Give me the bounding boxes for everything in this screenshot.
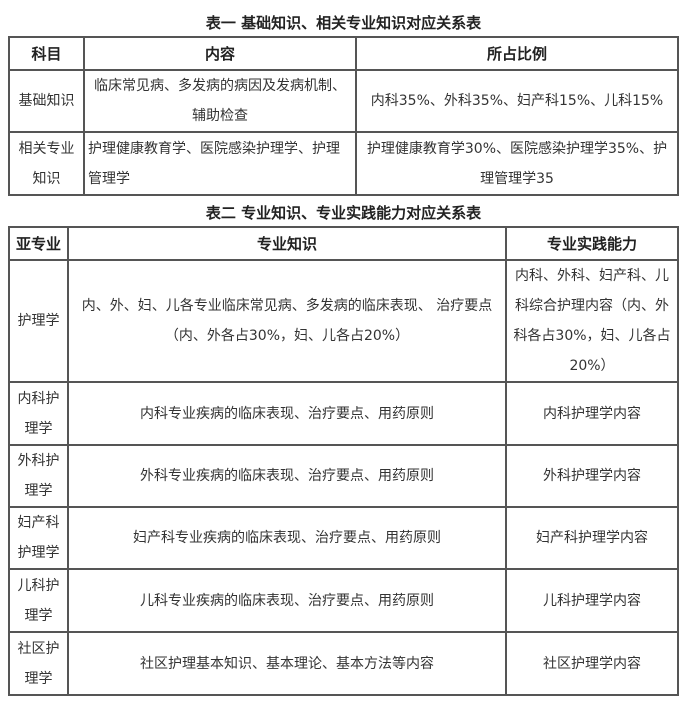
cell: 妇产科护理学: [8, 506, 69, 570]
cell: 社区护理学: [8, 631, 69, 696]
cell: 护理健康教育学、医院感染护理学、护理管理学: [83, 131, 357, 196]
table-row: 基础知识 临床常见病、多发病的病因及发病机制、辅助检查 内科35%、外科35%、…: [8, 69, 679, 133]
cell: 内、外、妇、儿各专业临床常见病、多发病的临床表现、 治疗要点（内、外各占30%，…: [67, 259, 507, 383]
cell: 基础知识: [8, 69, 85, 133]
cell: 外科护理学内容: [505, 444, 679, 508]
table-row: 内科护理学 内科专业疾病的临床表现、治疗要点、用药原则 内科护理学内容: [8, 381, 679, 446]
table1: 科目 内容 所占比例 基础知识 临床常见病、多发病的病因及发病机制、辅助检查 内…: [8, 36, 679, 196]
table-row: 儿科护理学 儿科专业疾病的临床表现、治疗要点、用药原则 儿科护理学内容: [8, 568, 679, 633]
header-knowledge: 专业知识: [67, 226, 507, 261]
header-subspecialty: 亚专业: [8, 226, 69, 261]
table2-header: 亚专业 专业知识 专业实践能力: [8, 226, 679, 261]
cell: 儿科护理学内容: [505, 568, 679, 633]
cell: 儿科专业疾病的临床表现、治疗要点、用药原则: [67, 568, 507, 633]
table2: 亚专业 专业知识 专业实践能力 护理学 内、外、妇、儿各专业临床常见病、多发病的…: [8, 226, 679, 696]
header-ratio: 所占比例: [355, 36, 679, 71]
cell: 外科专业疾病的临床表现、治疗要点、用药原则: [67, 444, 507, 508]
cell: 内科35%、外科35%、妇产科15%、儿科15%: [355, 69, 679, 133]
cell: 社区护理学内容: [505, 631, 679, 696]
header-practice: 专业实践能力: [505, 226, 679, 261]
table-row: 妇产科护理学 妇产科专业疾病的临床表现、治疗要点、用药原则 妇产科护理学内容: [8, 506, 679, 570]
cell: 临床常见病、多发病的病因及发病机制、辅助检查: [83, 69, 357, 133]
cell: 内科专业疾病的临床表现、治疗要点、用药原则: [67, 381, 507, 446]
cell: 相关专业知识: [8, 131, 85, 196]
cell: 护理健康教育学30%、医院感染护理学35%、护理管理学35: [355, 131, 679, 196]
table-row: 护理学 内、外、妇、儿各专业临床常见病、多发病的临床表现、 治疗要点（内、外各占…: [8, 259, 679, 383]
cell: 妇产科护理学内容: [505, 506, 679, 570]
table2-title: 表二 专业知识、专业实践能力对应关系表: [205, 204, 482, 222]
table1-header: 科目 内容 所占比例: [8, 36, 679, 71]
cell: 内科护理学: [8, 381, 69, 446]
header-subject: 科目: [8, 36, 85, 71]
cell: 社区护理基本知识、基本理论、基本方法等内容: [67, 631, 507, 696]
cell: 内科、外科、妇产科、儿科综合护理内容（内、外科各占30%，妇、儿各占20%）: [505, 259, 679, 383]
cell: 妇产科专业疾病的临床表现、治疗要点、用药原则: [67, 506, 507, 570]
table-row: 社区护理学 社区护理基本知识、基本理论、基本方法等内容 社区护理学内容: [8, 631, 679, 696]
cell: 儿科护理学: [8, 568, 69, 633]
cell: 内科护理学内容: [505, 381, 679, 446]
cell: 护理学: [8, 259, 69, 383]
table-row: 外科护理学 外科专业疾病的临床表现、治疗要点、用药原则 外科护理学内容: [8, 444, 679, 508]
cell: 外科护理学: [8, 444, 69, 508]
table-row: 相关专业知识 护理健康教育学、医院感染护理学、护理管理学 护理健康教育学30%、…: [8, 131, 679, 196]
table1-title: 表一 基础知识、相关专业知识对应关系表: [205, 14, 482, 32]
header-content: 内容: [83, 36, 357, 71]
